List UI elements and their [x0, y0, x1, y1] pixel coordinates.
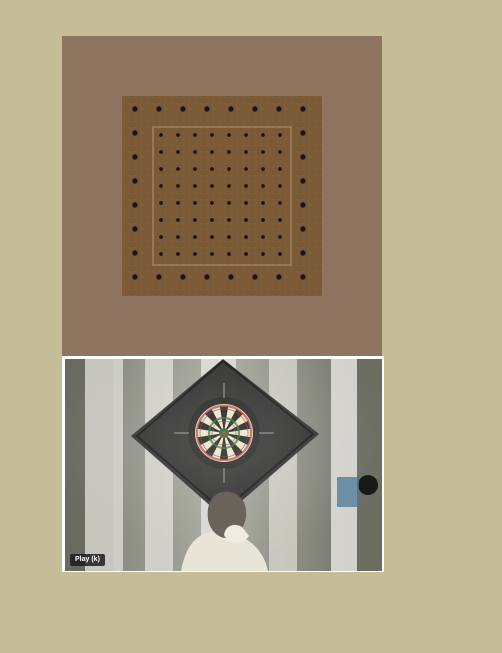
play-button[interactable]: Play (k)	[70, 554, 105, 566]
dartboard-image	[65, 359, 382, 571]
pegboard-image	[122, 96, 322, 296]
video-player[interactable]: Play (k)	[62, 356, 384, 572]
pegboard-image-panel	[62, 36, 382, 356]
video-frame[interactable]: Play (k)	[65, 359, 382, 571]
